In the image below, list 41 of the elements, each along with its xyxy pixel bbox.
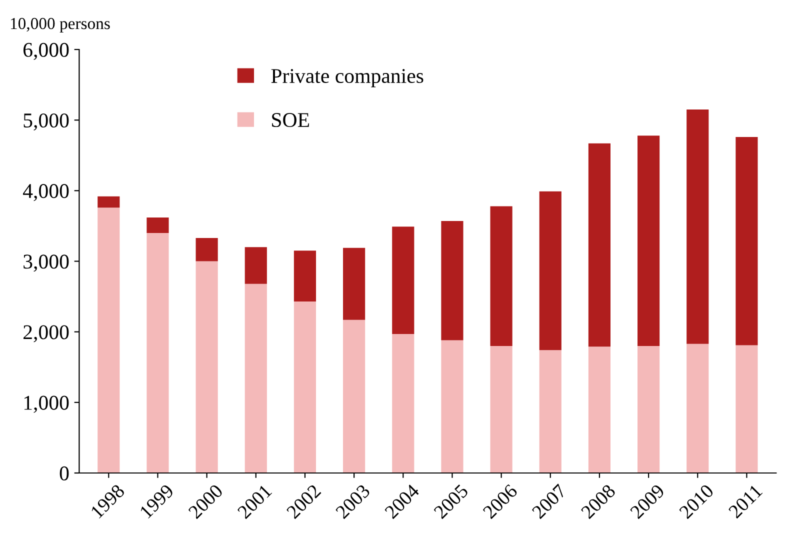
bar [343,320,366,473]
y-tick-label: 2,000 [24,325,69,342]
bar [638,136,660,346]
bar [490,346,512,473]
bar [343,248,366,320]
bar [539,191,562,350]
bar [588,346,611,473]
bar [736,137,758,346]
legend-label: Private companies [271,69,424,88]
bar [686,344,709,473]
bar [490,206,512,346]
bar [392,334,414,473]
y-tick-label: 0 [60,466,69,480]
legend-label: SOE [272,113,309,128]
bar [244,284,267,473]
y-axis-title: 10,000 persons [10,18,110,33]
y-tick-label: 5,000 [24,113,69,131]
y-tick-label: 3,000 [24,254,69,272]
bar [294,250,316,302]
bar [294,301,316,473]
bar [98,196,120,208]
bar [392,226,414,334]
y-tick-label: 6,000 [24,42,69,60]
bar [539,350,562,473]
x-tick-label: 1999 [139,484,174,519]
bar [98,208,120,473]
bar [588,143,611,347]
bar [146,233,169,473]
bar [686,109,709,344]
bar [244,247,267,284]
x-tick-label: 2001 [236,484,272,520]
y-tick-label: 4,000 [23,184,69,202]
bar [441,221,464,340]
bar [196,261,218,473]
x-tick-label: 2011 [728,484,763,519]
bar [146,217,169,234]
y-tick-label: 1,000 [24,396,69,413]
bar [196,238,218,262]
bar [638,346,660,473]
bar [441,340,464,473]
bar [736,345,758,473]
